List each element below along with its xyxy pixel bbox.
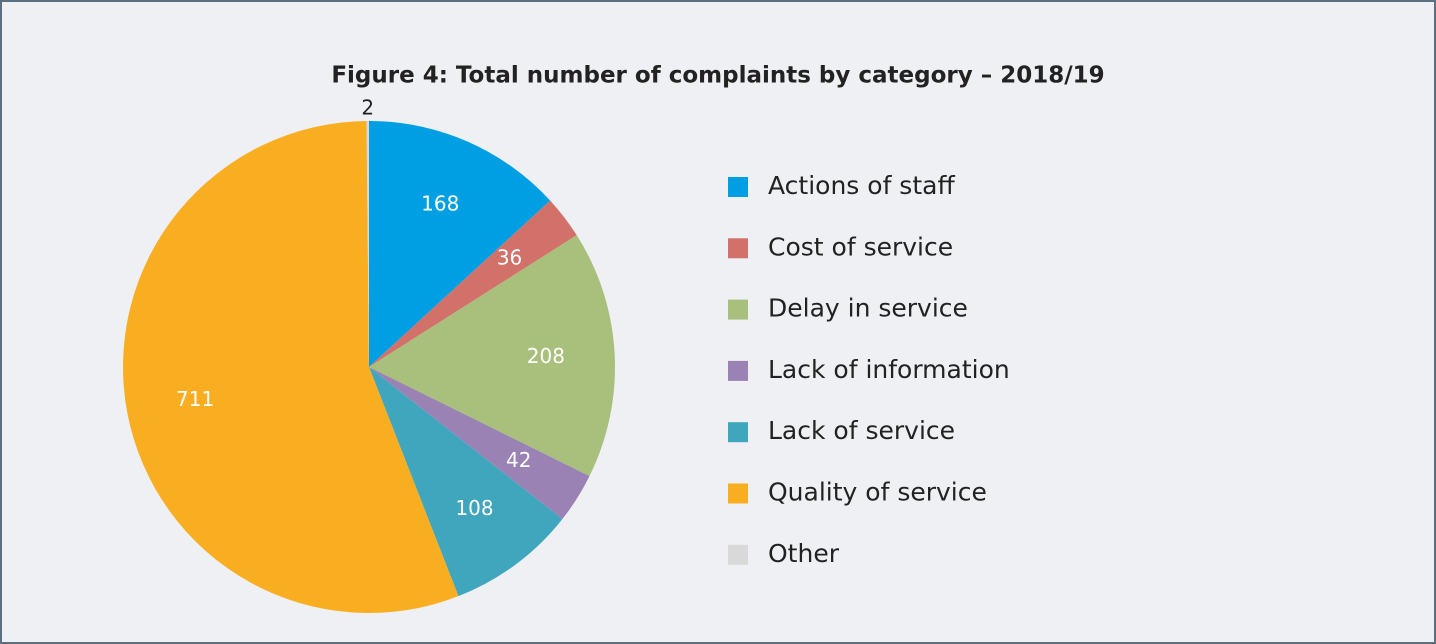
legend-swatch (728, 544, 748, 565)
pie-slice (369, 367, 590, 520)
data-label: 36 (497, 246, 522, 270)
pie-slice (369, 235, 615, 477)
legend-label: Lack of information (768, 355, 1010, 384)
legend-label: Cost of service (768, 232, 953, 261)
legend-label: Other (768, 539, 840, 568)
legend-swatch (728, 422, 748, 443)
legend-swatch (728, 299, 748, 320)
data-label: 168 (421, 191, 459, 215)
data-label: 2 (361, 96, 374, 120)
legend-label: Actions of staff (768, 171, 955, 200)
legend-swatch (728, 483, 748, 504)
legend-label: Quality of service (768, 478, 987, 507)
legend-label: Lack of service (768, 416, 955, 445)
pie-slice (369, 121, 551, 367)
legend-label: Delay in service (768, 294, 968, 323)
pie-slice (369, 200, 577, 367)
pie-slice (366, 121, 369, 367)
legend-swatch (728, 238, 748, 259)
pie-slice (369, 367, 563, 597)
data-label: 208 (527, 344, 565, 368)
data-label: 42 (506, 448, 531, 472)
data-label: 108 (455, 496, 493, 520)
legend-swatch (728, 360, 748, 381)
legend-swatch (728, 177, 748, 197)
pie-slice (123, 121, 459, 613)
data-label: 711 (176, 387, 214, 411)
chart-title: Figure 4: Total number of complaints by … (331, 63, 1104, 89)
